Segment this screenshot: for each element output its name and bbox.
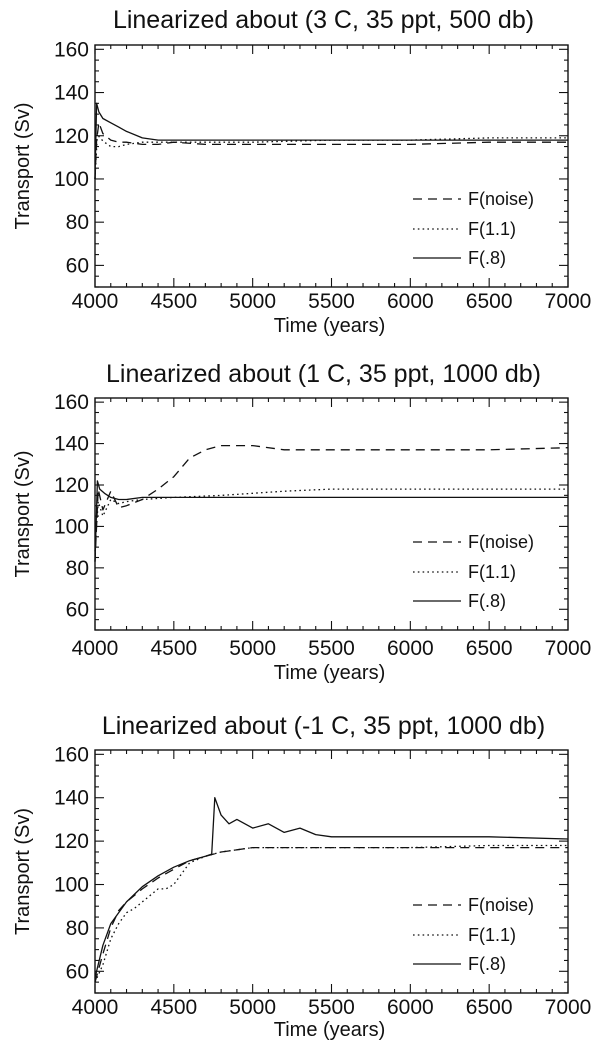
series-line-f11 (94, 844, 568, 983)
legend-label: F(1.1) (468, 925, 516, 945)
x-tick-label: 7000 (545, 290, 592, 313)
series-line-f8 (94, 102, 568, 180)
legend-label: F(noise) (468, 895, 534, 915)
x-axis-label: Time (years) (274, 1019, 385, 1041)
x-tick-label: 6000 (387, 637, 434, 660)
x-tick-label: 6500 (466, 637, 513, 660)
x-tick-label: 7000 (545, 996, 592, 1019)
y-tick-label: 160 (54, 391, 89, 414)
y-tick-label: 60 (66, 254, 89, 277)
legend-label: F(1.1) (468, 219, 516, 239)
y-tick-label: 160 (54, 38, 89, 61)
x-tick-label: 4000 (72, 637, 119, 660)
x-tick-label: 4500 (150, 637, 197, 660)
legend-label: F(noise) (468, 189, 534, 209)
y-tick-label: 100 (54, 515, 89, 538)
y-axis-label: Transport (Sv) (12, 808, 34, 935)
y-tick-label: 120 (54, 830, 89, 853)
x-tick-label: 4500 (150, 996, 197, 1019)
y-tick-label: 140 (54, 433, 89, 456)
chart-panel-2: Linearized about (1 C, 35 ppt, 1000 db) 6… (12, 360, 591, 684)
legend-label: F(noise) (468, 532, 534, 552)
series-line-f8 (94, 797, 569, 978)
y-tick-label: 100 (54, 168, 89, 191)
x-tick-label: 6000 (387, 996, 434, 1019)
series-line-fnoise (94, 444, 569, 562)
y-tick-label: 120 (54, 474, 89, 497)
x-tick-label: 5000 (229, 290, 276, 313)
x-tick-label: 5500 (308, 637, 355, 660)
y-tick-label: 160 (54, 743, 89, 766)
y-axis-label: Transport (Sv) (12, 102, 34, 229)
legend-label: F(.8) (468, 591, 506, 611)
x-tick-label: 6500 (466, 996, 513, 1019)
legend-label: F(.8) (468, 248, 506, 268)
y-tick-label: 120 (54, 125, 89, 148)
y-tick-label: 140 (54, 82, 89, 105)
series-line-fnoise (94, 122, 568, 180)
series-line-f8 (94, 480, 568, 562)
y-tick-label: 140 (54, 787, 89, 810)
x-tick-label: 5000 (229, 637, 276, 660)
x-tick-label: 5500 (308, 996, 355, 1019)
x-tick-label: 5500 (308, 290, 355, 313)
y-tick-label: 60 (66, 960, 89, 983)
x-tick-label: 7000 (545, 637, 592, 660)
legend-label: F(.8) (468, 954, 506, 974)
x-tick-label: 5000 (229, 996, 276, 1019)
y-tick-label: 80 (66, 211, 89, 234)
y-tick-label: 100 (54, 874, 89, 897)
chart-title: Linearized about (1 C, 35 ppt, 1000 db) (106, 360, 541, 388)
x-tick-label: 4500 (150, 290, 197, 313)
x-axis-label: Time (years) (274, 662, 385, 684)
chart-panel-1: Linearized about (3 C, 35 ppt, 500 db) 60… (12, 6, 591, 337)
chart-title: Linearized about (3 C, 35 ppt, 500 db) (113, 6, 534, 34)
x-tick-label: 4000 (72, 996, 119, 1019)
series-line-f11 (94, 132, 568, 180)
chart-title: Linearized about (-1 C, 35 ppt, 1000 db) (102, 712, 545, 740)
x-axis-label: Time (years) (274, 315, 385, 337)
y-axis-label: Transport (Sv) (12, 450, 34, 577)
x-tick-label: 4000 (72, 290, 119, 313)
x-tick-label: 6000 (387, 290, 434, 313)
legend-label: F(1.1) (468, 562, 516, 582)
chart-panel-3: Linearized about (-1 C, 35 ppt, 1000 db)… (12, 712, 591, 1041)
y-tick-label: 60 (66, 598, 89, 621)
y-tick-label: 80 (66, 557, 89, 580)
y-tick-label: 80 (66, 917, 89, 940)
x-tick-label: 6500 (466, 290, 513, 313)
